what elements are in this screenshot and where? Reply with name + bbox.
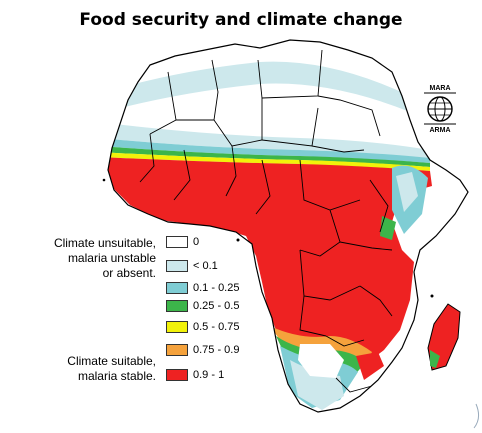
zone-south-low <box>290 360 344 410</box>
legend-desc-unsuitable: Climate unsuitable, malaria unstable or … <box>53 236 156 280</box>
legend-item: 0 <box>166 235 199 249</box>
legend-label: 0.75 - 0.9 <box>193 344 240 356</box>
zone-sahel-green <box>108 146 430 167</box>
mara-logo: MARA ARMA <box>424 85 456 134</box>
legend-label: < 0.1 <box>193 260 218 272</box>
legend-item: 0.1 - 0.25 <box>166 281 239 295</box>
comoros-island <box>430 294 434 298</box>
legend-item: 0.25 - 0.5 <box>166 299 239 313</box>
legend-label: 0.25 - 0.5 <box>193 300 240 312</box>
legend-label: 0.1 - 0.25 <box>193 282 240 294</box>
zone-sahel-yellow <box>108 152 430 171</box>
legend-swatch <box>166 344 188 356</box>
legend-swatch <box>166 369 188 381</box>
legend-swatch <box>166 260 188 272</box>
zone-sahel-mid <box>108 138 430 163</box>
madagascar-south <box>430 350 440 368</box>
legend-label: 0 <box>193 236 200 248</box>
legend-label: 0.5 - 0.75 <box>193 321 240 333</box>
zone-stable <box>108 157 432 372</box>
cape-verde-island <box>102 178 106 182</box>
zone-north-coast <box>108 61 410 112</box>
legend-desc-suitable: Climate suitable, malaria stable. <box>67 354 156 383</box>
legend-item: 0.5 - 0.75 <box>166 320 239 334</box>
madagascar <box>427 303 461 371</box>
legend-item: 0.75 - 0.9 <box>166 343 239 357</box>
legend-swatch <box>166 282 188 294</box>
legend-label: 0.9 - 1 <box>193 369 225 381</box>
legend-swatch <box>166 321 188 333</box>
svg-text:ARMA: ARMA <box>430 127 451 134</box>
zone-lake-patch <box>380 216 396 240</box>
bioko-island <box>236 238 240 242</box>
legend-item: < 0.1 <box>166 259 218 273</box>
svg-text:MARA: MARA <box>430 85 451 92</box>
legend-swatch <box>166 236 188 248</box>
edge-decoration <box>473 403 480 429</box>
legend-item: 0.9 - 1 <box>166 368 224 382</box>
legend-swatch <box>166 300 188 312</box>
zone-kalahari <box>298 344 344 378</box>
zone-southeast <box>356 352 384 380</box>
country-borders <box>139 49 393 393</box>
zone-highlands-core <box>396 172 418 212</box>
map-title: Food security and climate change <box>79 10 403 30</box>
